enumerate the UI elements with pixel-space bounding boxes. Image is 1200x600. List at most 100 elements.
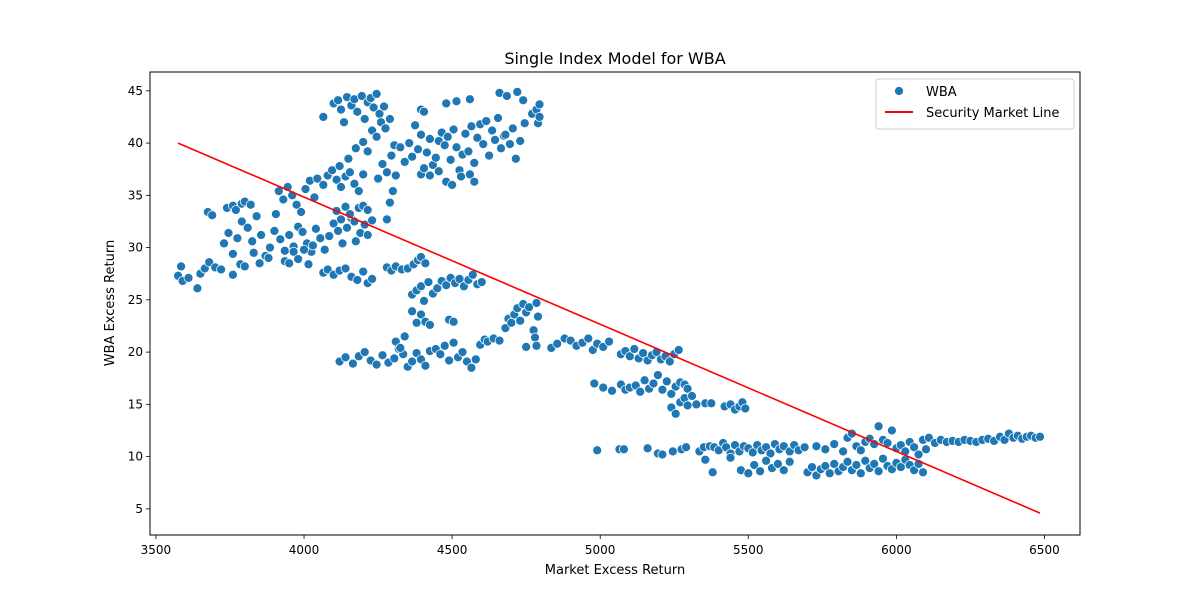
data-point xyxy=(604,336,614,347)
data-point xyxy=(799,442,810,453)
data-point xyxy=(507,123,518,134)
y-tick-label: 25 xyxy=(128,293,143,307)
data-point xyxy=(502,91,512,101)
data-point xyxy=(521,342,531,352)
data-point xyxy=(918,467,928,478)
data-point xyxy=(487,125,497,136)
data-point xyxy=(228,249,238,259)
y-axis: 5 10 15 20 25 30 35 40 45 xyxy=(128,84,150,516)
data-point xyxy=(359,114,370,124)
data-point xyxy=(377,350,388,361)
legend-label-security-market-line: Security Market Line xyxy=(926,106,1059,121)
data-point xyxy=(552,338,563,349)
data-point xyxy=(530,332,540,343)
data-point xyxy=(388,186,398,196)
y-tick-label: 35 xyxy=(128,188,143,202)
data-point xyxy=(352,106,363,117)
data-point xyxy=(362,205,373,215)
data-point xyxy=(661,376,672,387)
data-point xyxy=(439,140,450,151)
data-point xyxy=(664,356,675,367)
data-point xyxy=(416,129,426,140)
data-point xyxy=(422,147,432,158)
data-point xyxy=(228,269,238,280)
data-point xyxy=(382,167,392,178)
data-point xyxy=(657,449,668,460)
data-point xyxy=(463,146,474,157)
data-point xyxy=(399,157,410,167)
data-point xyxy=(371,359,382,370)
data-point xyxy=(534,99,545,110)
data-point xyxy=(829,439,840,449)
data-point xyxy=(269,226,280,236)
x-axis: 3500 4000 4500 5000 5500 6000 6500 xyxy=(141,535,1060,557)
x-tick-label: 6000 xyxy=(881,543,912,557)
data-point xyxy=(531,340,542,351)
data-point xyxy=(284,230,295,240)
data-point xyxy=(519,118,530,129)
data-point xyxy=(878,453,888,464)
data-point xyxy=(648,378,659,389)
data-point xyxy=(518,95,529,106)
data-point xyxy=(765,448,776,459)
data-point xyxy=(425,170,435,181)
data-point xyxy=(451,96,462,107)
data-point xyxy=(192,283,203,294)
data-point xyxy=(515,136,526,146)
data-point xyxy=(444,355,454,366)
security-market-line xyxy=(177,142,1041,514)
data-point xyxy=(278,194,289,205)
data-point xyxy=(682,383,693,394)
data-point xyxy=(755,466,765,477)
data-point xyxy=(236,216,247,227)
data-point xyxy=(873,421,884,432)
data-point xyxy=(336,214,346,225)
data-point xyxy=(308,240,318,251)
data-point xyxy=(707,467,718,478)
data-point xyxy=(624,351,635,362)
data-point xyxy=(441,280,452,291)
data-point xyxy=(476,277,487,287)
data-point xyxy=(439,340,450,351)
data-point xyxy=(533,311,543,322)
data-point xyxy=(358,266,369,277)
data-point xyxy=(386,150,397,161)
data-point xyxy=(667,446,678,457)
data-point xyxy=(413,144,423,155)
data-point xyxy=(297,227,308,237)
data-point xyxy=(263,253,274,263)
data-point xyxy=(333,226,343,236)
data-point xyxy=(820,444,831,455)
data-point xyxy=(673,345,684,355)
data-point xyxy=(343,153,354,164)
legend-frame xyxy=(875,78,1075,130)
data-point xyxy=(411,317,422,328)
data-point xyxy=(254,258,265,269)
data-point xyxy=(642,443,653,454)
data-point xyxy=(469,176,480,187)
data-point xyxy=(353,186,364,196)
legend-label-wba: WBA xyxy=(926,85,957,100)
data-point xyxy=(531,298,542,308)
data-point xyxy=(448,124,459,135)
data-point xyxy=(256,230,266,240)
data-point xyxy=(909,442,919,453)
legend: WBA Security Market Line xyxy=(875,78,1075,130)
data-point xyxy=(682,400,693,411)
data-point xyxy=(510,153,521,164)
data-point xyxy=(311,223,321,234)
data-point xyxy=(410,120,420,131)
data-point xyxy=(583,333,594,344)
data-point xyxy=(385,114,395,124)
data-point xyxy=(420,360,431,371)
data-point xyxy=(887,425,897,436)
data-point xyxy=(336,104,346,115)
data-point xyxy=(855,445,866,456)
data-point xyxy=(1035,431,1045,442)
data-point xyxy=(407,356,417,367)
data-point xyxy=(706,398,717,409)
data-point xyxy=(319,244,330,255)
data-point xyxy=(419,163,429,174)
data-point xyxy=(425,320,435,330)
y-tick-label: 40 xyxy=(128,136,143,150)
